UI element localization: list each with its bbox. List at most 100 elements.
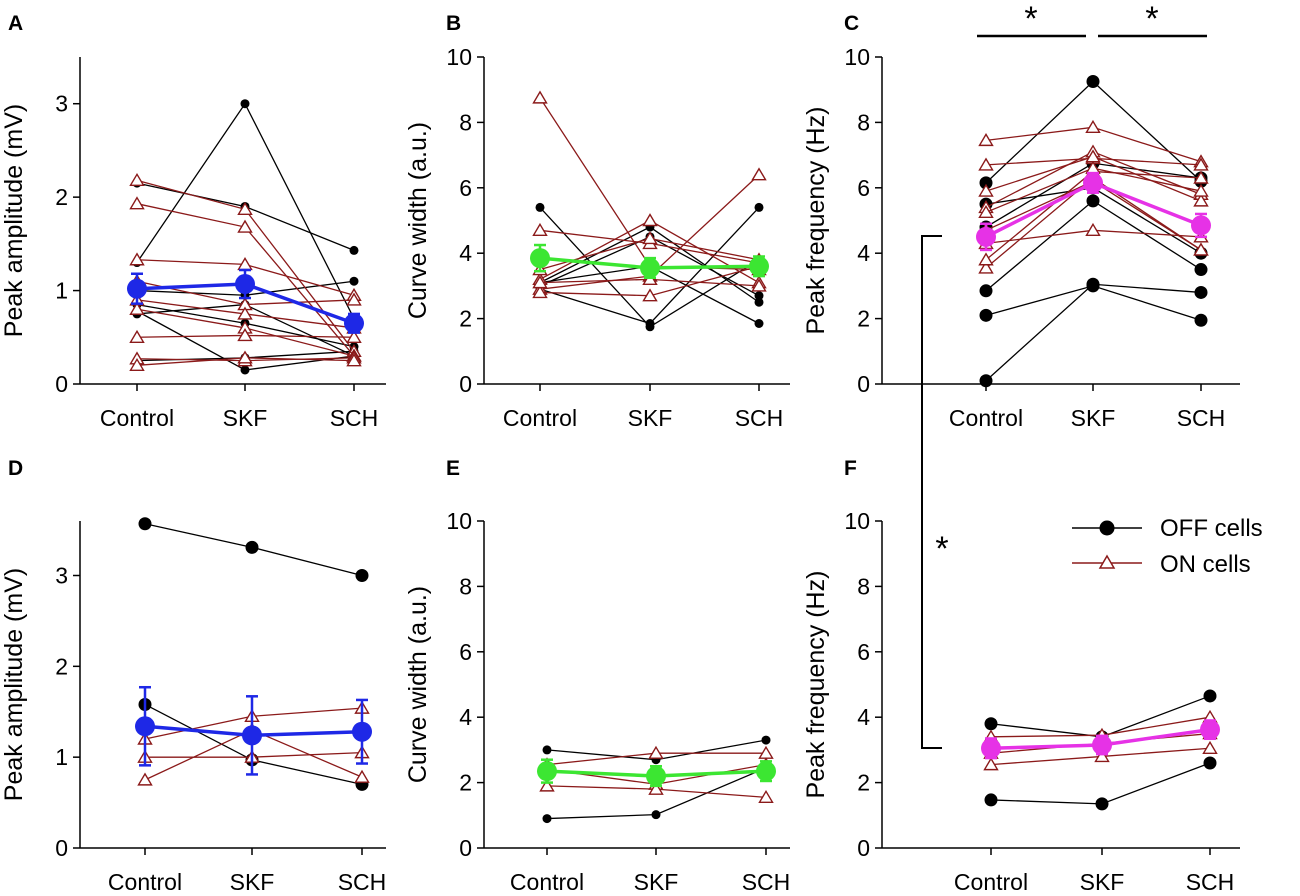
panel-d-on-cell-point xyxy=(137,772,153,786)
panel-a-y-axis-label: Peak amplitude (mV) xyxy=(0,104,28,337)
panel-c-on-cell-point xyxy=(978,183,994,197)
panel-d-mean-point xyxy=(352,721,372,742)
panel-b-mean-point xyxy=(530,248,550,269)
panel-a-peak-amplitude: 0 1 2 3 Control SKF SCH Peak amplitude (mV) xyxy=(0,57,386,431)
panel-e-ytick-label: 6 xyxy=(459,639,472,665)
panel-a-off-cell-line xyxy=(136,182,355,252)
panel-f-ytick-label: 0 xyxy=(857,835,870,861)
panel-a-on-cell-point xyxy=(346,329,362,343)
panel-c-on-cell-point xyxy=(978,204,994,219)
panel-c-off-cell-point xyxy=(1086,279,1100,293)
panel-a-on-cell-point xyxy=(129,357,145,372)
panel-c-mean-point xyxy=(1083,172,1103,193)
panel-e-on-cell-point xyxy=(539,778,555,792)
legend-on-label: ON cells xyxy=(1160,551,1251,578)
panel-f-ytick-label: 8 xyxy=(857,573,870,599)
panel-d-ytick-label: 2 xyxy=(55,653,68,679)
panel-c-on-cell-point xyxy=(978,252,994,266)
panel-b-xtick-label: Control xyxy=(503,405,577,431)
panel-c-xtick-label: Control xyxy=(949,405,1023,431)
panel-c-on-cell-point xyxy=(1193,170,1209,184)
panel-a-mean-point xyxy=(235,274,255,295)
panel-b-xtick-label: SKF xyxy=(628,405,673,431)
panel-a-on-cell-point xyxy=(237,350,253,364)
panel-b-on-cell-point xyxy=(532,275,548,289)
panel-a-ytick-label: 3 xyxy=(55,91,68,117)
panel-b-on-cell-point xyxy=(532,285,548,299)
panel-c-ytick-label: 10 xyxy=(844,44,870,70)
panel-d-ytick-label: 0 xyxy=(55,835,68,861)
significance-star-control-skf: * xyxy=(1024,0,1037,38)
panel-c-off-cell-line xyxy=(985,283,1202,382)
significance-star-c-f: * xyxy=(935,530,948,568)
panel-f-off-cell-point xyxy=(1203,756,1217,770)
panel-a-on-cell-point xyxy=(129,329,145,343)
panel-letter-e: E xyxy=(446,457,460,480)
panel-d-y-axis-label: Peak amplitude (mV) xyxy=(0,568,28,801)
panel-c-ytick-label: 8 xyxy=(857,109,870,135)
panel-c-on-cell-point xyxy=(1085,222,1101,237)
panel-e-off-cell-point xyxy=(542,814,552,824)
panel-a-on-cell-point xyxy=(129,196,145,210)
panel-f-off-cell-point xyxy=(1095,797,1109,811)
panel-c-peak-frequency: 0 2 4 6 8 10 Control SKF SCH Peak frequency (Hz) xyxy=(802,44,1240,431)
panel-a-on-cell-point xyxy=(237,219,253,233)
panel-f-off-cell-point xyxy=(984,793,998,807)
panel-b-ytick-label: 2 xyxy=(459,306,472,332)
panel-b-off-cell-point xyxy=(645,319,655,329)
panel-e-mean-point xyxy=(646,766,666,787)
panel-d-mean-point xyxy=(135,716,155,737)
panel-b-off-cell-point xyxy=(754,319,764,329)
panel-a-on-cell-point xyxy=(129,172,145,187)
panel-f-on-cell-point xyxy=(983,757,999,771)
panel-f-peak-frequency: 0 2 4 6 8 10 Control SKF SCH Peak frequency (Hz) xyxy=(802,508,1240,895)
panel-e-ytick-label: 8 xyxy=(459,573,472,599)
panel-f-ytick-label: 2 xyxy=(857,770,870,796)
panel-a-off-cell-point xyxy=(349,276,359,286)
panel-f-xtick-label: Control xyxy=(954,869,1028,895)
panel-b-y-axis-label: Curve width (a.u.) xyxy=(404,122,432,319)
panel-f-ytick-label: 4 xyxy=(857,704,870,730)
panel-a-on-cell-point xyxy=(237,328,253,342)
panel-b-ytick-label: 4 xyxy=(459,240,472,266)
panel-f-off-cell-point xyxy=(984,717,998,731)
panel-b-ytick-label: 0 xyxy=(459,371,472,397)
panel-a-off-cell-point xyxy=(240,99,250,109)
panel-b-on-cell-point xyxy=(532,222,548,237)
panel-a-off-cell-point xyxy=(349,245,359,255)
panel-b-on-cell-point xyxy=(751,278,767,292)
panel-b-on-cell-point xyxy=(642,213,658,227)
panel-e-xtick-label: SCH xyxy=(742,869,791,895)
panel-f-mean-point xyxy=(1200,719,1220,740)
panel-a-on-cell-point xyxy=(237,201,253,215)
panel-c-ytick-label: 6 xyxy=(857,175,870,201)
panel-f-on-cell-point xyxy=(1094,749,1110,763)
panel-f-mean-point xyxy=(1092,734,1112,755)
panel-f-ytick-label: 6 xyxy=(857,639,870,665)
panel-d-xtick-label: SCH xyxy=(338,869,387,895)
panel-f-y-axis-label: Peak frequency (Hz) xyxy=(802,571,830,799)
panel-c-on-cell-point xyxy=(1193,193,1209,207)
panel-letter-c: C xyxy=(844,12,859,35)
panel-letter-d: D xyxy=(8,457,23,480)
panel-c-ytick-label: 0 xyxy=(857,371,870,397)
panel-c-xtick-label: SCH xyxy=(1177,405,1226,431)
panel-a-on-cell-point xyxy=(346,353,362,367)
panel-c-on-cell-point xyxy=(978,157,994,171)
panel-d-off-cell-point xyxy=(245,540,259,554)
panel-b-off-cell-point xyxy=(754,297,764,307)
panel-d-off-cell-point xyxy=(138,517,152,531)
panel-c-off-cell-point xyxy=(979,284,993,298)
panel-b-ytick-label: 8 xyxy=(459,109,472,135)
panel-a-ytick-label: 1 xyxy=(55,278,68,304)
panel-a-mean-point xyxy=(127,278,147,299)
panel-b-mean-point xyxy=(640,257,660,278)
panel-c-ytick-label: 2 xyxy=(857,306,870,332)
panel-a-mean-point xyxy=(344,313,364,334)
panel-e-off-cell-point xyxy=(761,735,771,745)
panel-d-xtick-label: Control xyxy=(108,869,182,895)
panel-e-on-cell-point xyxy=(648,745,664,759)
panel-c-ytick-label: 4 xyxy=(857,240,870,266)
panel-e-on-cell-point xyxy=(758,789,774,804)
